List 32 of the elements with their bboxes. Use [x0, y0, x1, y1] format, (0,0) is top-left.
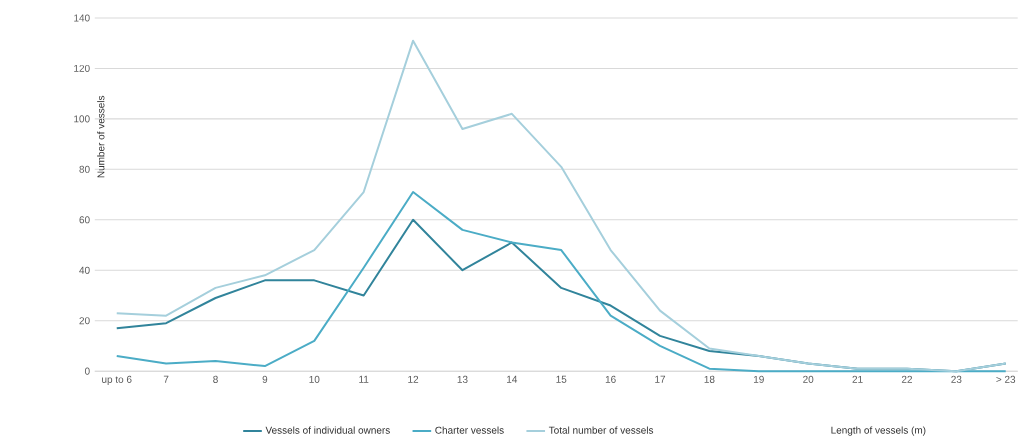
x-axis-title: Length of vessels (m)	[831, 426, 926, 436]
legend-label: Total number of vessels	[548, 426, 654, 434]
y-tick-label: 40	[79, 266, 90, 274]
x-tick-label: 14	[507, 375, 518, 383]
y-axis-title: Number of vessels	[97, 95, 105, 178]
x-tick-label: 22	[901, 375, 912, 383]
x-tick-label: 7	[163, 375, 169, 383]
x-tick-label: 17	[655, 375, 666, 383]
y-tick-label: 80	[79, 165, 90, 173]
x-tick-label: 11	[359, 375, 369, 383]
legend-label: Charter vessels	[435, 426, 504, 434]
y-tick-label: 120	[74, 64, 90, 72]
x-tick-label: > 23	[996, 375, 1016, 383]
x-tick-label: 21	[852, 375, 863, 383]
x-tick-label: 20	[803, 375, 814, 383]
x-tick-label: 19	[753, 375, 764, 383]
y-tick-label: 100	[74, 115, 90, 123]
legend-label: Vessels of individual owners	[265, 426, 390, 434]
y-tick-label: 20	[79, 317, 90, 325]
x-tick-label: 8	[213, 375, 218, 383]
x-tick-label: 9	[262, 375, 268, 383]
x-tick-label: 12	[408, 375, 419, 383]
x-tick-label: 16	[605, 375, 616, 383]
x-tick-label: 10	[309, 375, 320, 383]
y-tick-label: 140	[74, 14, 90, 22]
y-tick-label: 0	[84, 367, 90, 375]
x-tick-label: up to 6	[102, 375, 132, 385]
x-tick-label: 13	[457, 375, 468, 383]
x-tick-label: 15	[556, 375, 567, 383]
y-tick-label: 60	[79, 216, 90, 224]
x-tick-label: 18	[704, 375, 715, 383]
x-tick-label: 23	[951, 375, 962, 383]
